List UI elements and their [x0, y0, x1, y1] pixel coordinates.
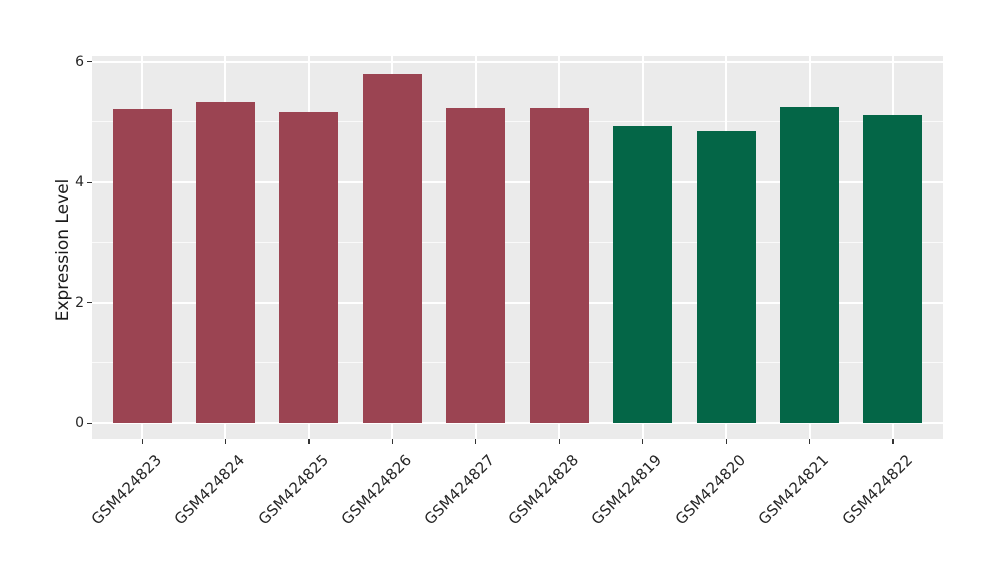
x-tick-mark: [141, 439, 143, 444]
bar-GSM424826: [362, 74, 422, 423]
bar-GSM424819: [613, 125, 673, 423]
y-tick-label: 6: [75, 53, 84, 70]
x-tick-label: GSM424826: [337, 451, 416, 529]
x-tick-mark: [892, 439, 894, 444]
bar-GSM424820: [696, 131, 756, 423]
bar-GSM424825: [279, 112, 339, 423]
x-tick-mark: [475, 439, 477, 444]
minor-gridline-h: [92, 241, 943, 243]
y-tick-mark: [87, 181, 92, 183]
x-tick-label: GSM424819: [588, 451, 666, 529]
y-tick-mark: [87, 302, 92, 304]
x-tick-label: GSM424827: [421, 451, 499, 529]
x-tick-label: GSM424825: [254, 451, 332, 529]
major-gridline-h: [92, 60, 943, 63]
x-tick-mark: [391, 439, 393, 444]
x-tick-label: GSM424821: [754, 451, 833, 529]
bar-GSM424822: [863, 115, 923, 423]
x-tick-mark: [308, 439, 310, 444]
minor-gridline-h: [92, 121, 943, 123]
x-tick-mark: [725, 439, 727, 444]
major-gridline-h: [92, 422, 943, 424]
major-gridline-h: [92, 181, 943, 183]
plot-panel: [92, 56, 943, 439]
x-tick-label: GSM424828: [504, 451, 582, 529]
x-tick-label: GSM424823: [87, 451, 165, 529]
bar-GSM424824: [195, 101, 255, 423]
x-tick-mark: [224, 439, 227, 444]
x-tick-label: GSM424824: [170, 451, 249, 529]
x-tick-mark: [642, 439, 644, 444]
x-tick-mark: [809, 439, 811, 444]
bar-GSM424828: [529, 107, 589, 423]
y-tick-label: 2: [75, 294, 84, 311]
x-tick-label: GSM424820: [671, 451, 749, 529]
major-gridline-h: [92, 301, 943, 304]
minor-gridline-h: [92, 362, 943, 364]
bar-GSM424821: [780, 106, 840, 423]
x-tick-mark: [558, 439, 560, 444]
y-tick-mark: [87, 61, 92, 63]
bar-GSM424823: [112, 109, 172, 423]
y-tick-label: 4: [75, 174, 84, 190]
y-tick-mark: [87, 422, 92, 424]
bar-GSM424827: [446, 107, 506, 423]
x-tick-label: GSM424822: [838, 451, 916, 529]
y-tick-label: 0: [75, 415, 84, 431]
